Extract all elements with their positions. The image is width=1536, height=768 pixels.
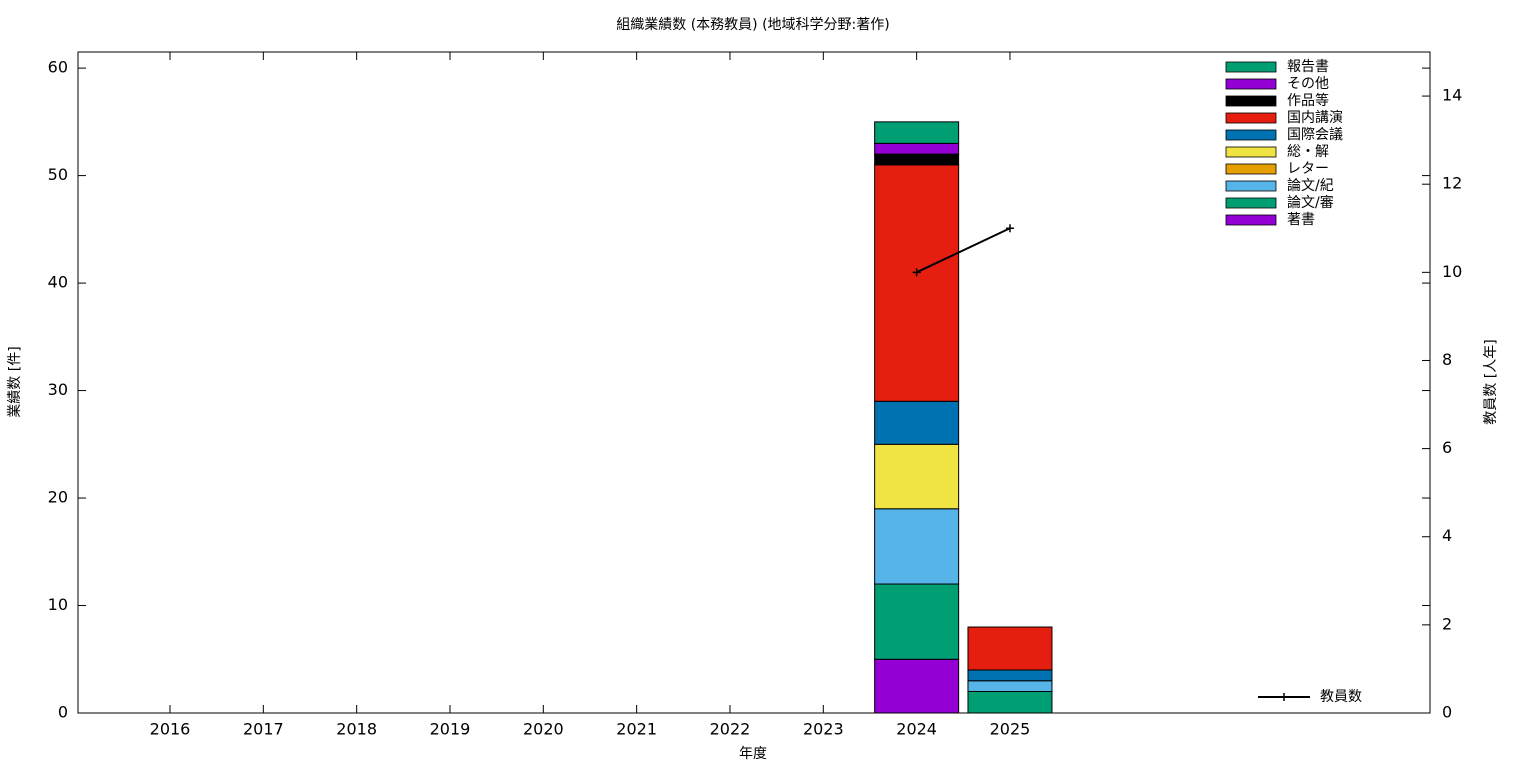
- legend-swatch: [1225, 163, 1277, 175]
- legend-label: 報告書: [1287, 59, 1329, 75]
- y2-axis-label: 教員数 [人年]: [1483, 339, 1499, 424]
- legend-label: 教員数: [1320, 689, 1362, 705]
- y2-tick-label: 10: [1442, 262, 1462, 281]
- bar-segment: [874, 121, 960, 144]
- y2-tick-label: 0: [1442, 703, 1452, 722]
- legend-swatch: [1225, 146, 1277, 158]
- x-tick-label: 2017: [243, 720, 284, 739]
- bar-segment: [874, 164, 960, 402]
- bar-segment: [967, 680, 1053, 693]
- legend-swatch: [1225, 129, 1277, 141]
- bar-segment: [874, 583, 960, 660]
- y-tick-label: 50: [48, 165, 68, 184]
- legend-swatch: [1225, 112, 1277, 124]
- y-tick-label: 10: [48, 595, 68, 614]
- point: [912, 268, 921, 277]
- y2-tick-label: 8: [1442, 350, 1452, 369]
- legend-swatch: [1225, 214, 1277, 226]
- y2-tick-label: 12: [1442, 174, 1462, 193]
- legend-label: 国際会議: [1287, 126, 1343, 143]
- y-tick-label: 0: [58, 703, 68, 722]
- legend-swatch: [1225, 95, 1277, 107]
- y-tick-label: 20: [48, 488, 68, 507]
- x-tick-label: 2022: [710, 720, 751, 739]
- legend-swatch: [1225, 180, 1277, 192]
- y-axis-label: 業績数 [件]: [7, 346, 23, 417]
- x-tick-label: 2023: [803, 720, 844, 739]
- plot-frame: [77, 51, 1431, 714]
- line: [916, 227, 1011, 274]
- x-axis-label: 年度: [739, 746, 767, 762]
- y-tick-label: 40: [48, 273, 68, 292]
- legend-label: 国内講演: [1287, 110, 1343, 126]
- bar-segment: [874, 508, 960, 585]
- x-tick-label: 2016: [150, 720, 191, 739]
- x-tick-label: 2018: [336, 720, 377, 739]
- bar-segment: [874, 658, 960, 714]
- y2-tick-label: 2: [1442, 614, 1452, 633]
- bar-segment: [967, 626, 1053, 671]
- bar-segment: [967, 691, 1053, 714]
- x-tick-label: 2019: [430, 720, 471, 739]
- legend-label: 作品等: [1287, 92, 1329, 109]
- x-tick-label: 2025: [990, 720, 1031, 739]
- point: [1005, 224, 1014, 233]
- legend-label: 総・解: [1287, 144, 1329, 160]
- bar-segment: [874, 443, 960, 510]
- chart-title: 組織業績数 (本務教員) (地域科学分野:著作): [616, 17, 889, 33]
- legend-label: その他: [1287, 76, 1329, 92]
- legend-swatch: [1225, 61, 1277, 73]
- legend-label: 論文/審: [1287, 195, 1334, 211]
- legend-swatch: [1225, 78, 1277, 90]
- bar-segment: [874, 400, 960, 445]
- x-tick-label: 2021: [616, 720, 657, 739]
- y2-tick-label: 6: [1442, 438, 1452, 457]
- bar-segment: [967, 669, 1053, 682]
- y-tick-label: 60: [48, 58, 68, 77]
- x-tick-label: 2024: [896, 720, 937, 739]
- y2-tick-label: 4: [1442, 526, 1452, 545]
- legend-label: 論文/紀: [1287, 178, 1334, 194]
- legend-label: 著書: [1287, 212, 1315, 228]
- bar-segment: [874, 153, 960, 166]
- bar-segment: [874, 142, 960, 155]
- legend-label: レター: [1287, 161, 1329, 177]
- legend-swatch: [1225, 197, 1277, 209]
- y2-tick-label: 14: [1442, 86, 1462, 105]
- y-tick-label: 30: [48, 380, 68, 399]
- x-tick-label: 2020: [523, 720, 564, 739]
